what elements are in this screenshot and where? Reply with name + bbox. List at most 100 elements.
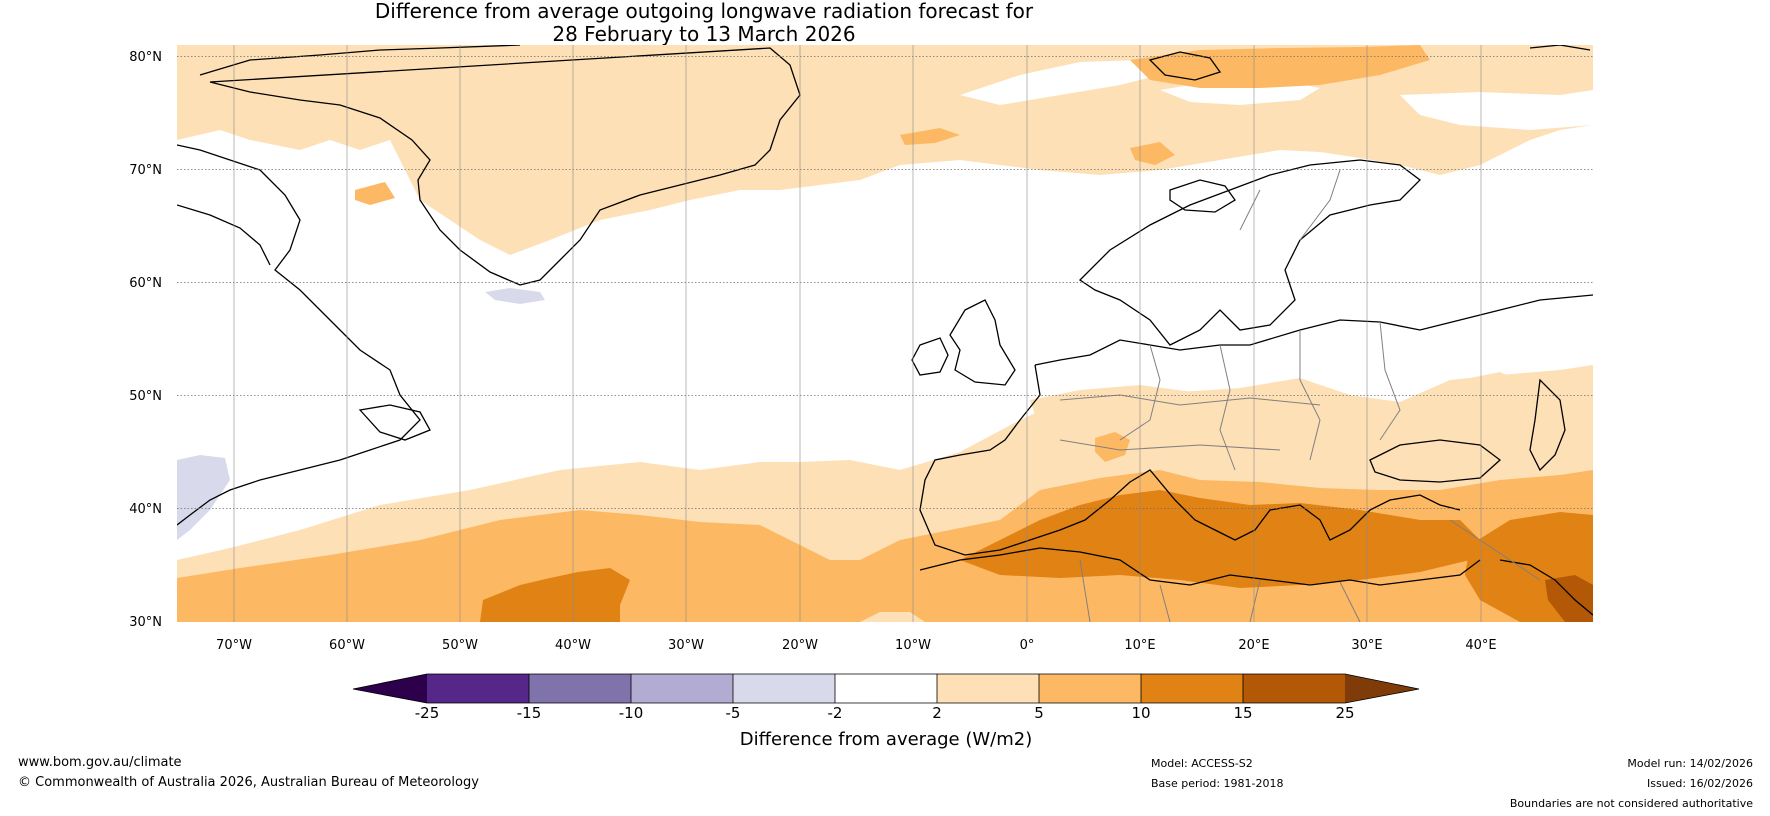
colorbar-tick-label: -10 — [619, 704, 644, 722]
coastline-baffin — [177, 204, 271, 266]
colorbar-tick-label: -5 — [726, 704, 741, 722]
colorbar: -25 -15 -10 -5 -2 2 5 10 15 25 Differenc… — [352, 673, 1420, 750]
colorbar-swatch — [733, 674, 835, 703]
anomaly-region-neutral-north-1 — [960, 60, 1160, 105]
colorbar-tick-label: 15 — [1233, 704, 1252, 722]
boundary-8 — [1239, 189, 1261, 231]
anomaly-region-neg-2-5-atlantic — [485, 288, 545, 304]
colorbar-swatch — [835, 674, 937, 703]
lon-label: 0° — [1020, 638, 1035, 653]
colorbar-outline — [352, 673, 1420, 704]
colorbar-swatch — [631, 674, 733, 703]
boundary-4 — [1379, 321, 1401, 441]
boundary-7 — [1299, 169, 1341, 241]
colorbar-tick-label: 10 — [1131, 704, 1150, 722]
lon-label: 60°W — [329, 638, 365, 653]
coastline-persian-gulf — [1499, 559, 1593, 616]
anomaly-region-5-10-baffin — [355, 182, 395, 205]
coastline-north-europe — [1034, 294, 1593, 366]
longitude-gridlines — [233, 45, 1482, 622]
anomaly-region-10-15-mediterranean — [960, 490, 1480, 588]
coastline-north-africa — [919, 547, 1481, 586]
boundary-6 — [1059, 439, 1281, 451]
boundary-africa — [1079, 559, 1361, 622]
lat-label: 50°N — [129, 389, 162, 404]
colorbar-tick-label: -2 — [828, 704, 843, 722]
colorbar-swatch — [1243, 674, 1345, 703]
latitude-labels: 80°N 70°N 60°N 50°N 40°N 30°N — [129, 50, 162, 630]
coastlines — [177, 45, 1593, 616]
lon-label: 30°E — [1351, 638, 1382, 653]
lat-label: 80°N — [129, 50, 162, 65]
anomaly-region-15-25-gulf — [1545, 575, 1593, 622]
colorbar-under-arrow — [353, 674, 427, 703]
lat-label: 70°N — [129, 163, 162, 178]
lon-label: 50°W — [442, 638, 478, 653]
anomaly-region-2-5-east — [1400, 395, 1593, 470]
colorbar-swatch — [427, 674, 529, 703]
lon-label: 30°W — [668, 638, 704, 653]
website-link[interactable]: www.bom.gov.au/climate — [18, 755, 182, 770]
colorbar-over-arrow — [1345, 674, 1419, 703]
lon-label: 20°W — [782, 638, 818, 653]
chart-title-line1: Difference from average outgoing longwav… — [374, 0, 1034, 23]
coastline-greenland — [199, 45, 801, 286]
boundary-2 — [1219, 344, 1236, 471]
colorbar-tick-label: -15 — [517, 704, 542, 722]
chart-title: Difference from average outgoing longwav… — [0, 0, 1408, 46]
copyright-text: © Commonwealth of Australia 2026, Austra… — [18, 775, 479, 790]
lat-label: 30°N — [129, 615, 162, 630]
colorbar-tick-label: -25 — [415, 704, 440, 722]
issued-text: Issued: 16/02/2026 — [1646, 777, 1753, 790]
coastline-svalbard — [1148, 51, 1222, 81]
colorbar-swatch — [1141, 674, 1243, 703]
colorbar-tick-label: 25 — [1335, 704, 1354, 722]
coastline-newfoundland — [358, 404, 431, 441]
lon-label: 40°E — [1465, 638, 1496, 653]
anomaly-region-5-10-norwegian-sea — [1130, 142, 1175, 165]
model-text: Model: ACCESS-S2 — [1151, 757, 1253, 770]
lon-label: 10°W — [895, 638, 931, 653]
lon-label: 10°E — [1124, 638, 1155, 653]
boundary-5 — [1059, 394, 1321, 406]
lat-label: 60°N — [129, 276, 162, 291]
longitude-labels: 70°W 60°W 50°W 40°W 30°W 20°W 10°W 0° 10… — [216, 638, 1497, 653]
colorbar-swatch — [529, 674, 631, 703]
anomaly-fill-layer — [177, 45, 1593, 622]
anomaly-region-5-10-north-atlantic — [900, 128, 960, 145]
coastline-north-america — [177, 144, 421, 526]
coastline-iceland — [1169, 179, 1236, 213]
base-period-text: Base period: 1981-2018 — [1151, 777, 1284, 790]
lat-label: 40°N — [129, 502, 162, 517]
coastline-great-britain — [949, 299, 1016, 386]
coastline-scandinavia — [1078, 159, 1421, 346]
anomaly-region-10-15-atlantic — [480, 568, 630, 622]
coastline-south-europe — [919, 364, 1461, 556]
chart-title-line2: 28 February to 13 March 2026 — [552, 22, 856, 46]
anomaly-region-neg-2-5-us-east — [177, 455, 230, 540]
anomaly-region-neutral-north-3 — [1400, 90, 1593, 130]
colorbar-dividers — [528, 674, 1244, 703]
colorbar-tick-labels: -25 -15 -10 -5 -2 2 5 10 15 25 — [415, 704, 1355, 722]
lon-label: 40°W — [555, 638, 591, 653]
colorbar-title: Difference from average (W/m2) — [740, 729, 1032, 750]
boundary-middle-east — [1449, 519, 1541, 581]
boundary-1 — [1119, 344, 1161, 441]
model-run-text: Model run: 14/02/2026 — [1627, 757, 1753, 770]
coastline-franz-josef — [1529, 45, 1591, 51]
coastline-black-sea — [1369, 439, 1502, 483]
lon-label: 70°W — [216, 638, 252, 653]
colorbar-swatch — [1039, 674, 1141, 703]
colorbar-tick-label: 5 — [1034, 704, 1044, 722]
country-boundaries — [1059, 169, 1541, 622]
coastline-caspian — [1529, 378, 1566, 472]
colorbar-swatch — [937, 674, 1039, 703]
colorbar-tick-label: 2 — [932, 704, 942, 722]
boundary-3 — [1299, 330, 1321, 461]
disclaimer-text: Boundaries are not considered authoritat… — [1509, 797, 1753, 810]
lon-label: 20°E — [1238, 638, 1269, 653]
coastline-ireland — [911, 337, 949, 376]
map-panel — [177, 45, 1593, 622]
latitude-gridlines — [177, 56, 1593, 509]
